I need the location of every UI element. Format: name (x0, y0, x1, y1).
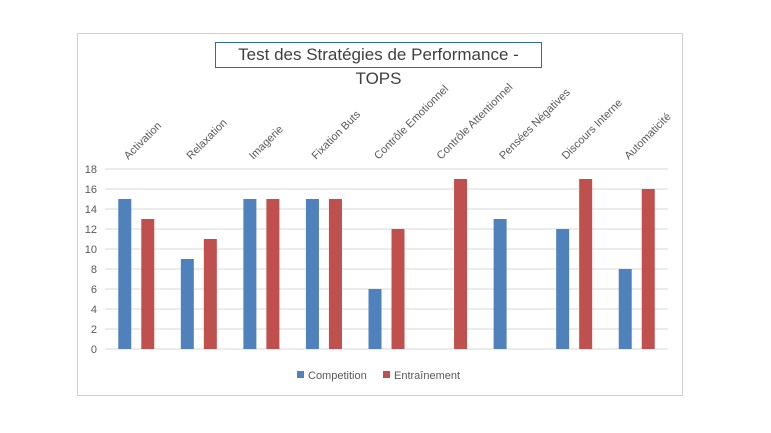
x-tick-label: Relaxation (184, 117, 229, 162)
bar-competition (243, 199, 257, 349)
bar-entraînement (391, 229, 405, 349)
bar-competition (118, 199, 132, 349)
bar-competition (180, 259, 194, 349)
x-tick-label: Fixation Buts (310, 108, 364, 162)
y-tick-label: 0 (91, 344, 97, 356)
bar-entraînement (266, 199, 280, 349)
y-tick-label: 8 (91, 264, 97, 276)
y-tick-label: 10 (85, 244, 97, 256)
legend-label: Entraînement (394, 370, 460, 382)
bar-competition (556, 229, 570, 349)
legend-swatch (297, 371, 304, 378)
bar-competition (493, 219, 507, 349)
bar-entraînement (328, 199, 342, 349)
y-tick-label: 2 (91, 324, 97, 336)
x-tick-label: Activation (122, 120, 164, 162)
legend-swatch (383, 371, 390, 378)
x-tick-label: Automaticité (622, 111, 673, 162)
bar-competition (368, 289, 382, 349)
x-tick-label: Imagerie (247, 123, 286, 162)
x-tick-label: Discours Interne (560, 97, 625, 162)
y-tick-label: 12 (85, 224, 97, 236)
bar-entraînement (141, 219, 155, 349)
y-tick-label: 16 (85, 184, 97, 196)
y-tick-label: 6 (91, 284, 97, 296)
bar-competition (618, 269, 632, 349)
chart-title: Test des Stratégies de Performance - TOP… (215, 42, 542, 88)
bar-entraînement (203, 239, 217, 349)
y-tick-label: 14 (85, 204, 97, 216)
y-tick-label: 18 (85, 164, 97, 176)
bar-entraînement (454, 179, 468, 349)
y-tick-label: 4 (91, 304, 97, 316)
bar-competition (305, 199, 319, 349)
legend-label: Competition (308, 370, 367, 382)
bar-entraînement (641, 189, 655, 349)
bar-entraînement (579, 179, 593, 349)
